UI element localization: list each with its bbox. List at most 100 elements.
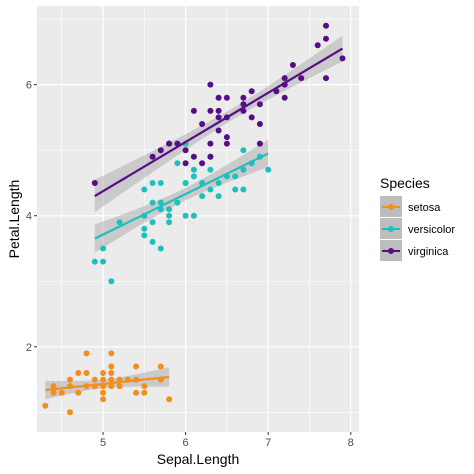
- point-virginica: [91, 180, 98, 186]
- point-virginica: [256, 101, 263, 108]
- point-virginica: [323, 35, 329, 42]
- point-versicolor: [141, 225, 148, 232]
- point-virginica: [289, 62, 296, 68]
- point-virginica: [223, 134, 230, 141]
- point-virginica: [298, 75, 305, 82]
- point-versicolor: [157, 245, 164, 252]
- fit-line-versicolor: [94, 152, 269, 240]
- point-virginica: [323, 22, 329, 29]
- point-virginica: [248, 114, 255, 121]
- point-versicolor: [108, 278, 115, 285]
- point-setosa: [108, 350, 115, 357]
- x-tick-label: 7: [265, 437, 271, 449]
- x-axis-ticks: 5 6 7 8: [100, 432, 354, 449]
- point-virginica: [190, 107, 197, 114]
- point-versicolor: [91, 258, 98, 265]
- point-versicolor: [100, 245, 107, 252]
- point-virginica: [199, 121, 206, 127]
- x-axis-title: Sepal.Length: [157, 451, 240, 467]
- point-setosa: [141, 383, 148, 390]
- point-setosa: [75, 389, 82, 396]
- point-setosa: [166, 396, 173, 403]
- point-setosa: [133, 389, 140, 396]
- point-versicolor: [149, 238, 156, 245]
- y-tick-label: 2: [26, 342, 32, 354]
- legend-label: virginica: [408, 246, 449, 258]
- point-versicolor: [116, 219, 123, 226]
- x-tick-label: 8: [348, 437, 354, 449]
- point-versicolor: [149, 199, 156, 206]
- point-versicolor: [174, 160, 181, 167]
- legend-item-setosa: setosa: [380, 196, 441, 217]
- point-versicolor: [157, 199, 164, 206]
- point-virginica: [207, 107, 214, 114]
- point-setosa: [83, 350, 90, 357]
- y-tick-label: 6: [26, 80, 32, 92]
- point-virginica: [256, 140, 263, 147]
- point-virginica: [182, 147, 189, 154]
- point-setosa: [108, 370, 115, 376]
- point-versicolor: [141, 186, 148, 193]
- legend-key-point: [388, 204, 394, 210]
- point-versicolor: [149, 180, 156, 186]
- y-tick-label: 4: [26, 211, 32, 223]
- point-versicolor: [232, 186, 239, 193]
- point-virginica: [215, 107, 222, 114]
- confidence-band-virginica: [94, 35, 343, 213]
- point-setosa: [50, 383, 57, 390]
- point-setosa: [141, 389, 148, 396]
- legend-title: Species: [380, 175, 430, 191]
- point-setosa: [67, 409, 73, 416]
- point-setosa: [100, 376, 107, 383]
- point-versicolor: [149, 219, 156, 226]
- point-virginica: [215, 127, 222, 134]
- point-virginica: [199, 160, 206, 167]
- point-virginica: [314, 42, 321, 49]
- point-versicolor: [182, 180, 189, 186]
- fit-line-setosa: [45, 375, 170, 392]
- point-versicolor: [215, 180, 222, 186]
- point-versicolor: [190, 173, 197, 180]
- legend: Species setosa versicolor virginica: [380, 175, 455, 261]
- x-tick-label: 5: [100, 437, 106, 449]
- panel-background: [37, 6, 359, 432]
- point-versicolor: [215, 193, 222, 200]
- legend-label: setosa: [408, 202, 441, 214]
- point-virginica: [207, 140, 214, 147]
- point-setosa: [133, 363, 140, 370]
- point-setosa: [100, 370, 107, 376]
- point-setosa: [108, 363, 115, 370]
- point-virginica: [215, 94, 222, 101]
- point-virginica: [323, 75, 329, 82]
- point-setosa: [108, 383, 115, 390]
- point-virginica: [223, 94, 230, 101]
- point-versicolor: [240, 166, 247, 173]
- grid-minor: [37, 6, 359, 432]
- point-setosa: [100, 396, 107, 403]
- y-axis-ticks: 2 4 6: [26, 80, 37, 354]
- point-versicolor: [240, 186, 247, 193]
- point-versicolor: [166, 219, 173, 226]
- point-setosa: [108, 376, 115, 383]
- point-virginica: [215, 114, 222, 121]
- point-versicolor: [174, 199, 181, 206]
- point-virginica: [256, 121, 263, 127]
- point-virginica: [281, 75, 288, 82]
- point-versicolor: [199, 193, 206, 200]
- point-virginica: [207, 81, 214, 88]
- point-virginica: [240, 94, 247, 101]
- point-setosa: [42, 402, 49, 409]
- point-versicolor: [232, 173, 239, 180]
- point-versicolor: [265, 166, 272, 173]
- point-versicolor: [190, 166, 197, 173]
- point-versicolor: [166, 212, 173, 219]
- point-versicolor: [182, 212, 189, 219]
- point-setosa: [58, 389, 65, 396]
- point-virginica: [281, 94, 288, 101]
- point-versicolor: [166, 206, 173, 213]
- point-virginica: [182, 160, 189, 167]
- point-virginica: [149, 153, 156, 160]
- legend-label: versicolor: [408, 224, 455, 236]
- point-versicolor: [207, 166, 214, 173]
